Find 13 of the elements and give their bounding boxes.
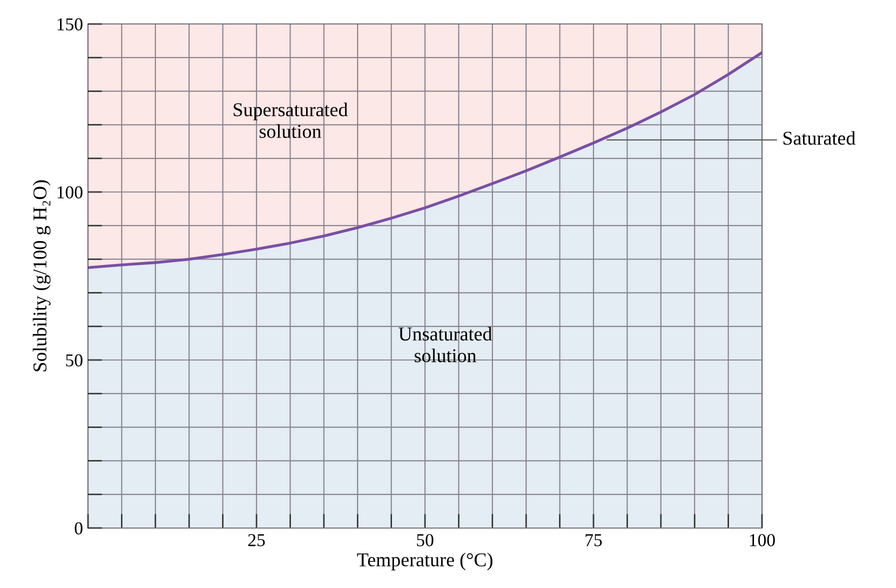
annotation: Unsaturated solution [398,326,492,362]
x-tick-label: 50 [417,534,434,546]
x-tick-label: 75 [586,534,602,546]
x-axis-title: Temperature (°C) [357,552,492,570]
y-axis-title: Solubility (g/100 g H₂O) [32,180,50,372]
annotation: Supersaturated solution [234,102,348,138]
x-tick-label: 100 [750,534,775,546]
x-tick-label: 25 [248,534,265,546]
y-tick-label: 0 [74,522,82,534]
y-tick-label: 50 [66,354,82,366]
y-tick-label: 100 [58,186,82,198]
annotation: Saturated [784,131,856,145]
y-tick-label: 150 [58,18,82,30]
